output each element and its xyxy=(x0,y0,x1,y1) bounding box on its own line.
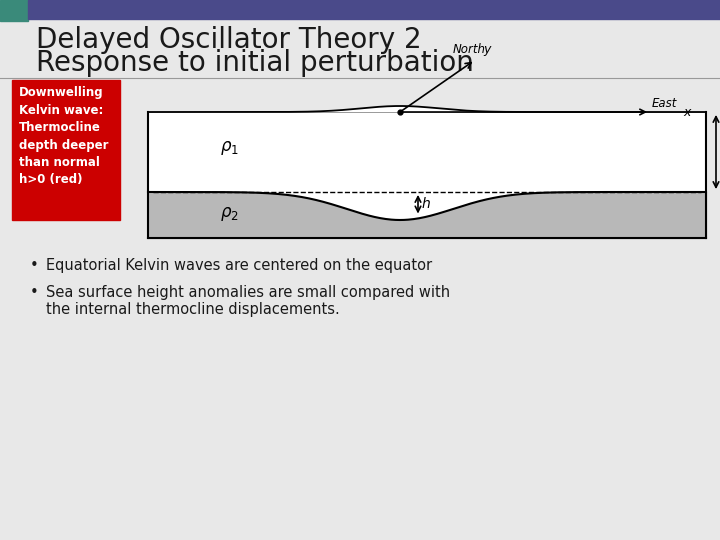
Bar xyxy=(28,0,720,19)
Text: North: North xyxy=(453,43,486,56)
Text: Response to initial perturbation: Response to initial perturbation xyxy=(36,49,474,77)
Text: East: East xyxy=(652,97,678,110)
Text: $\rho_1$: $\rho_1$ xyxy=(220,139,239,157)
Text: Downwelling
Kelvin wave:
Thermocline
depth deeper
than normal
h>0 (red): Downwelling Kelvin wave: Thermocline dep… xyxy=(19,86,109,186)
Text: x: x xyxy=(683,105,690,118)
Text: Delayed Oscillator Theory 2: Delayed Oscillator Theory 2 xyxy=(36,26,422,54)
Bar xyxy=(12,80,120,220)
Text: •: • xyxy=(30,285,39,300)
Text: $\rho_2$: $\rho_2$ xyxy=(220,205,239,223)
Text: Equatorial Kelvin waves are centered on the equator: Equatorial Kelvin waves are centered on … xyxy=(46,258,432,273)
Text: h: h xyxy=(422,197,431,211)
Text: •: • xyxy=(30,258,39,273)
Text: y: y xyxy=(483,43,491,56)
Bar xyxy=(0,0,28,21)
Text: Sea surface height anomalies are small compared with
the internal thermocline di: Sea surface height anomalies are small c… xyxy=(46,285,450,318)
